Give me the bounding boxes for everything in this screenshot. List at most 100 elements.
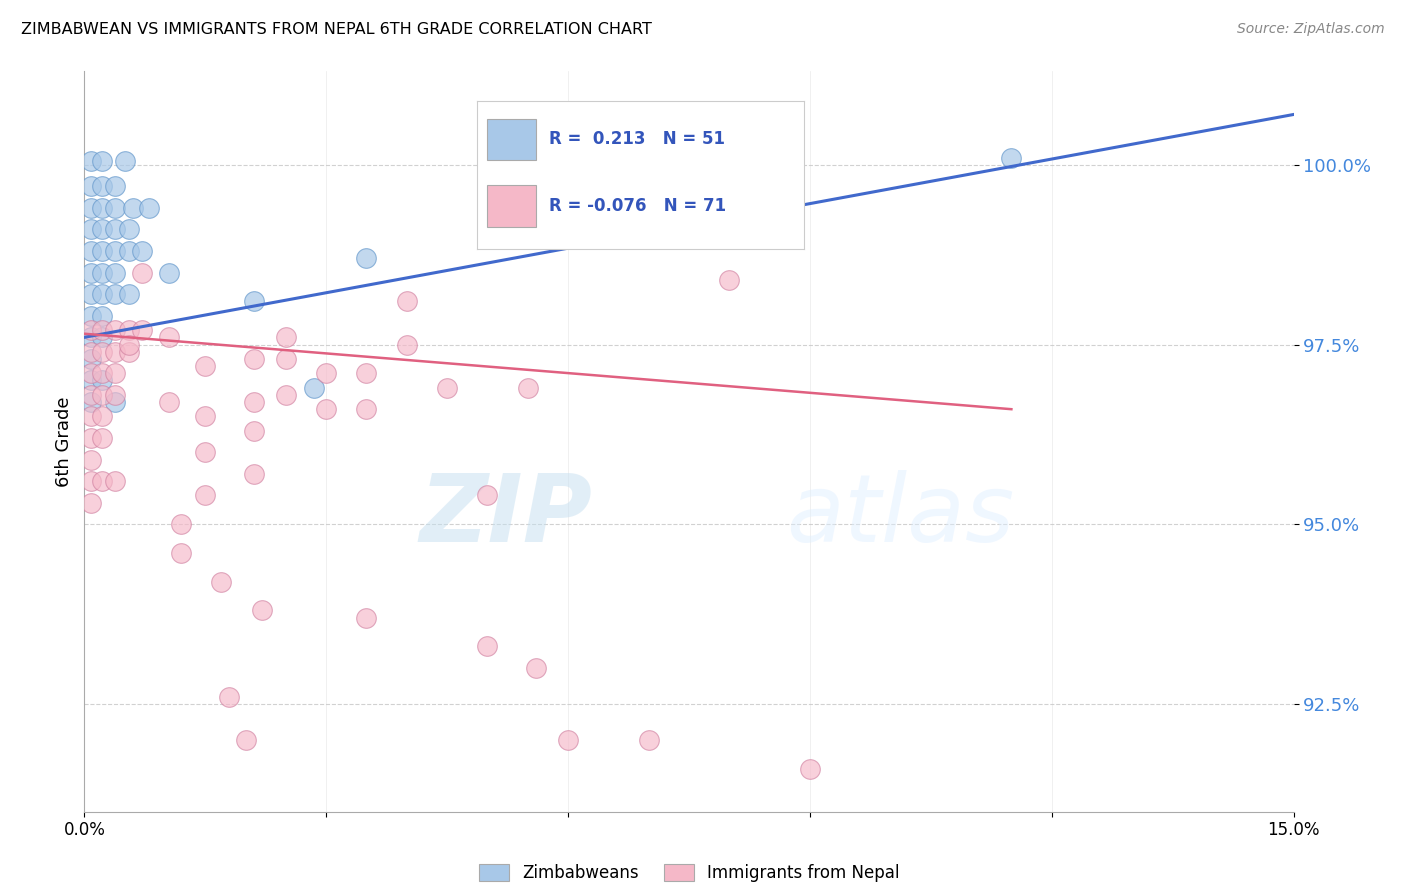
- Point: [557, 732, 579, 747]
- Point: [91, 409, 114, 424]
- Point: [80, 287, 103, 301]
- Point: [114, 154, 136, 169]
- Point: [274, 388, 297, 402]
- Point: [91, 266, 114, 280]
- Point: [356, 402, 378, 417]
- Point: [131, 323, 153, 337]
- Point: [80, 409, 103, 424]
- Point: [104, 201, 127, 215]
- Point: [157, 395, 180, 409]
- Text: atlas: atlas: [786, 470, 1014, 561]
- Point: [302, 381, 325, 395]
- Point: [91, 287, 114, 301]
- Point: [157, 266, 180, 280]
- Point: [104, 244, 127, 258]
- Point: [118, 337, 141, 351]
- Text: Source: ZipAtlas.com: Source: ZipAtlas.com: [1237, 22, 1385, 37]
- Point: [104, 474, 127, 488]
- Point: [80, 266, 103, 280]
- Point: [91, 374, 114, 388]
- Point: [242, 351, 264, 366]
- Point: [194, 445, 217, 459]
- Point: [170, 546, 193, 560]
- Point: [91, 431, 114, 445]
- Point: [80, 495, 103, 509]
- Point: [91, 309, 114, 323]
- Point: [91, 388, 114, 402]
- Point: [250, 603, 273, 617]
- Point: [118, 244, 141, 258]
- Point: [91, 179, 114, 194]
- Point: [80, 244, 103, 258]
- Point: [356, 610, 378, 624]
- Point: [157, 330, 180, 344]
- Point: [104, 266, 127, 280]
- Point: [80, 309, 103, 323]
- Point: [218, 690, 240, 704]
- Point: [80, 452, 103, 467]
- Point: [80, 323, 103, 337]
- Point: [274, 351, 297, 366]
- Point: [436, 381, 458, 395]
- Point: [80, 431, 103, 445]
- Point: [91, 201, 114, 215]
- Point: [637, 732, 659, 747]
- Point: [395, 337, 418, 351]
- Point: [91, 474, 114, 488]
- Point: [524, 661, 547, 675]
- Point: [80, 154, 103, 169]
- Point: [118, 344, 141, 359]
- Point: [104, 366, 127, 380]
- Point: [274, 330, 297, 344]
- Point: [235, 732, 257, 747]
- Point: [138, 201, 160, 215]
- Point: [194, 488, 217, 502]
- Point: [80, 201, 103, 215]
- Point: [121, 201, 143, 215]
- Point: [118, 287, 141, 301]
- Point: [80, 330, 103, 344]
- Point: [104, 222, 127, 236]
- Point: [91, 366, 114, 380]
- Point: [91, 154, 114, 169]
- Point: [356, 252, 378, 266]
- Point: [80, 474, 103, 488]
- Point: [315, 366, 337, 380]
- Point: [170, 517, 193, 532]
- Point: [395, 294, 418, 309]
- Point: [80, 179, 103, 194]
- Point: [104, 344, 127, 359]
- Point: [118, 222, 141, 236]
- Point: [80, 388, 103, 402]
- Point: [131, 244, 153, 258]
- Point: [194, 359, 217, 373]
- Point: [104, 395, 127, 409]
- Point: [118, 323, 141, 337]
- Point: [80, 351, 103, 366]
- Point: [209, 574, 232, 589]
- Point: [104, 388, 127, 402]
- Text: ZIP: ZIP: [419, 469, 592, 562]
- Point: [80, 395, 103, 409]
- Point: [1000, 151, 1022, 165]
- Point: [80, 344, 103, 359]
- Text: ZIMBABWEAN VS IMMIGRANTS FROM NEPAL 6TH GRADE CORRELATION CHART: ZIMBABWEAN VS IMMIGRANTS FROM NEPAL 6TH …: [21, 22, 652, 37]
- Point: [356, 366, 378, 380]
- Point: [242, 294, 264, 309]
- Point: [131, 266, 153, 280]
- Y-axis label: 6th Grade: 6th Grade: [55, 396, 73, 487]
- Point: [242, 467, 264, 481]
- Point: [104, 179, 127, 194]
- Point: [104, 287, 127, 301]
- Point: [799, 762, 821, 776]
- Point: [718, 273, 741, 287]
- Point: [91, 323, 114, 337]
- Point: [80, 366, 103, 380]
- Point: [194, 409, 217, 424]
- Point: [242, 424, 264, 438]
- Point: [91, 244, 114, 258]
- Legend: Zimbabweans, Immigrants from Nepal: Zimbabweans, Immigrants from Nepal: [472, 857, 905, 888]
- Point: [80, 222, 103, 236]
- Point: [91, 222, 114, 236]
- Point: [80, 374, 103, 388]
